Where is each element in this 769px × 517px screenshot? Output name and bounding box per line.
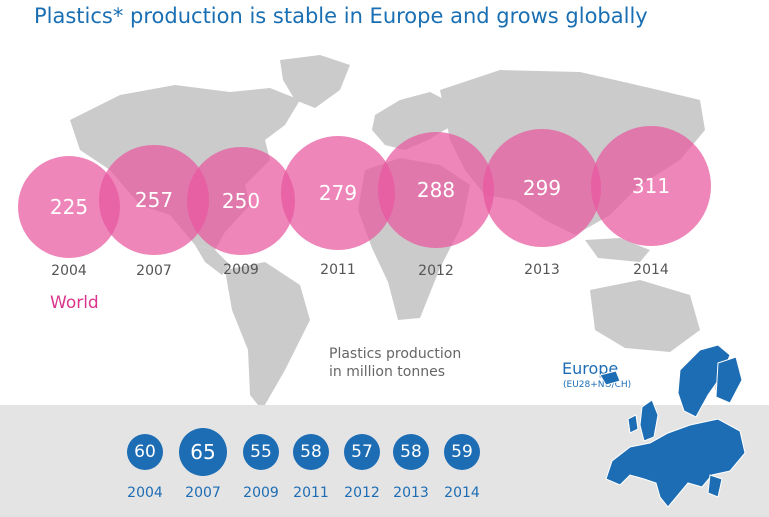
world-legend-label: World xyxy=(50,293,99,313)
world-bubble-2014: 311 xyxy=(591,126,711,246)
europe-year-2012: 2012 xyxy=(344,485,380,501)
europe-year-2007: 2007 xyxy=(185,485,221,501)
world-year-2009: 2009 xyxy=(223,262,259,278)
unit-line-1: Plastics production xyxy=(329,346,462,362)
europe-label: Europe xyxy=(562,359,619,378)
unit-label: Plastics production in million tonnes xyxy=(329,345,461,381)
world-year-2004: 2004 xyxy=(51,263,87,279)
europe-value-2011: 58 xyxy=(300,442,322,462)
europe-value-2004: 60 xyxy=(134,442,156,462)
world-value-2014: 311 xyxy=(631,174,671,198)
chart-title: Plastics* production is stable in Europe… xyxy=(34,4,648,28)
europe-circle-2011: 58 xyxy=(293,434,329,470)
europe-circle-2014: 59 xyxy=(444,434,480,470)
europe-value-2009: 55 xyxy=(250,442,272,462)
europe-value-2014: 59 xyxy=(451,442,473,462)
world-value-2012: 288 xyxy=(416,177,456,202)
europe-year-2004: 2004 xyxy=(127,485,163,501)
europe-map xyxy=(599,345,746,508)
world-bubble-2009: 250 xyxy=(187,147,295,255)
europe-year-2009: 2009 xyxy=(243,485,279,501)
world-year-2012: 2012 xyxy=(418,263,454,279)
europe-circle-2007: 65 xyxy=(179,428,227,476)
world-value-2013: 299 xyxy=(522,175,562,200)
europe-value-2007: 65 xyxy=(190,440,216,464)
europe-year-2014: 2014 xyxy=(444,485,480,501)
europe-circle-2012: 57 xyxy=(344,434,380,470)
europe-value-2012: 57 xyxy=(351,442,373,462)
world-year-2013: 2013 xyxy=(524,262,560,278)
europe-circle-2013: 58 xyxy=(393,434,429,470)
unit-line-2: in million tonnes xyxy=(329,364,446,380)
world-bubble-2011: 279 xyxy=(281,136,395,250)
europe-circle-2004: 60 xyxy=(127,434,163,470)
world-year-2014: 2014 xyxy=(633,262,669,278)
world-value-2004: 225 xyxy=(49,194,89,219)
world-bubble-2012: 288 xyxy=(378,132,494,248)
europe-year-2013: 2013 xyxy=(393,485,429,501)
world-bubble-2013: 299 xyxy=(483,129,601,247)
world-value-2007: 257 xyxy=(134,187,174,212)
world-year-2007: 2007 xyxy=(136,263,172,279)
europe-year-2011: 2011 xyxy=(293,485,329,501)
world-value-2009: 250 xyxy=(221,188,261,213)
europe-circle-2009: 55 xyxy=(243,434,279,470)
europe-value-2013: 58 xyxy=(400,442,422,462)
europe-sublabel: (EU28+NO/CH) xyxy=(563,380,632,390)
world-value-2011: 279 xyxy=(318,180,358,205)
world-year-2011: 2011 xyxy=(320,262,356,278)
